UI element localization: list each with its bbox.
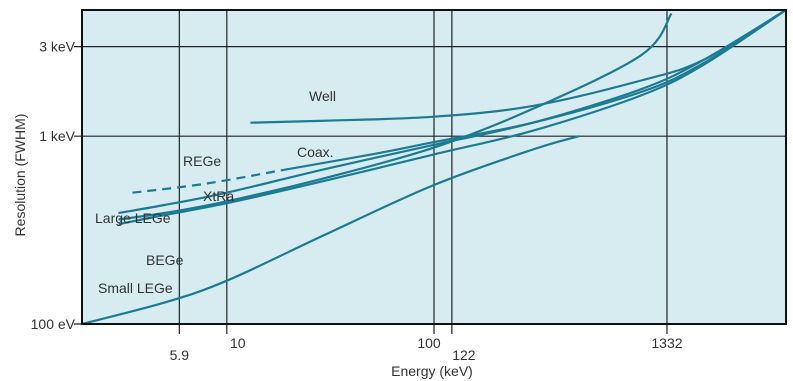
tick-labels: 5.9 10 100 122 1332 100 eV 1 keV 3 keV	[31, 39, 683, 363]
series-label-xtra: XtRa	[203, 188, 234, 204]
series-line-large-lege	[118, 9, 787, 215]
series-label-bege: BEGe	[146, 252, 184, 268]
x-tick-label-122: 122	[452, 347, 476, 363]
x-tick-label-100: 100	[417, 335, 441, 351]
series-label-large-lege: Large LEGe	[95, 210, 171, 226]
plot-frame	[81, 9, 787, 325]
y-axis-title: Resolution (FWHM)	[12, 114, 28, 237]
y-tick-label-1-keV: 1 keV	[39, 128, 75, 144]
series-label-small-lege: Small LEGe	[98, 280, 173, 296]
series-label-well: Well	[309, 88, 336, 104]
series-line-small-lege	[81, 135, 580, 326]
series-line-xtra	[118, 12, 673, 221]
x-tick-label-10: 10	[230, 335, 246, 351]
x-tick-label-1332: 1332	[651, 335, 682, 351]
series-line-bege	[118, 9, 787, 226]
series-label-rege: REGe	[183, 153, 221, 169]
series-label-coax: Coax.	[297, 144, 334, 160]
x-tick-label-5.9: 5.9	[170, 347, 190, 363]
x-axis-title: Energy (keV)	[391, 363, 473, 379]
y-tick-label-3-keV: 3 keV	[39, 39, 75, 55]
series-line-rege	[132, 167, 290, 194]
series-lines	[81, 9, 787, 326]
y-tick-label-100-eV: 100 eV	[31, 316, 76, 332]
series-labels: Well Coax. REGe XtRa Large LEGe BEGe Small LEG…	[95, 88, 336, 296]
